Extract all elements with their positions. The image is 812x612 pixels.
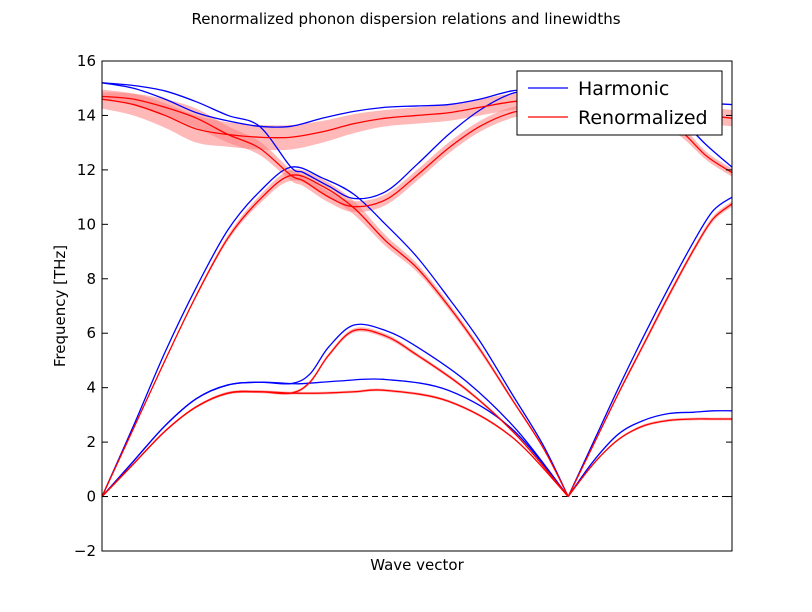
branch-renormalized-1	[102, 328, 569, 498]
legend: Harmonic Renormalized	[516, 70, 723, 136]
branch-harmonic-1	[102, 323, 569, 497]
branch-harmonic-5	[567, 410, 732, 497]
y-tick-label: 12	[77, 161, 96, 179]
legend-label-renormalized: Renormalized	[578, 107, 708, 129]
branch-harmonic-4	[102, 82, 544, 128]
linewidth-band-renormalized-4	[102, 89, 543, 151]
branch-renormalized-2	[102, 174, 569, 497]
legend-label-harmonic: Harmonic	[578, 78, 669, 100]
branch-renormalized-6	[567, 203, 732, 497]
x-axis-label: Wave vector	[370, 556, 464, 574]
y-tick-label: 4	[86, 379, 96, 397]
legend-box	[516, 70, 723, 136]
y-tick-label: 8	[86, 270, 96, 288]
branch-renormalized-5	[567, 418, 732, 497]
y-tick-label: 6	[86, 324, 96, 342]
y-tick-label: 0	[86, 488, 96, 506]
chart-title: Renormalized phonon dispersion relations…	[191, 10, 620, 28]
linewidth-band-renormalized-2	[102, 169, 569, 497]
y-tick-label: 2	[86, 433, 96, 451]
branch-harmonic-2	[102, 166, 569, 497]
plot-frame	[101, 60, 733, 552]
y-tick-label: 10	[77, 215, 96, 233]
branch-renormalized-3	[102, 95, 544, 208]
branch-harmonic-6	[567, 196, 732, 497]
y-tick-label: 16	[77, 52, 96, 70]
y-axis-ticks: −2 0 2 4 6 8 10 12 14 16	[74, 52, 732, 560]
y-axis-label: Frequency [THz]	[51, 245, 69, 367]
y-tick-label: 14	[77, 106, 96, 124]
branch-harmonic-3	[102, 82, 544, 200]
branch-renormalized-4	[102, 98, 544, 139]
y-tick-label: −2	[74, 542, 96, 560]
